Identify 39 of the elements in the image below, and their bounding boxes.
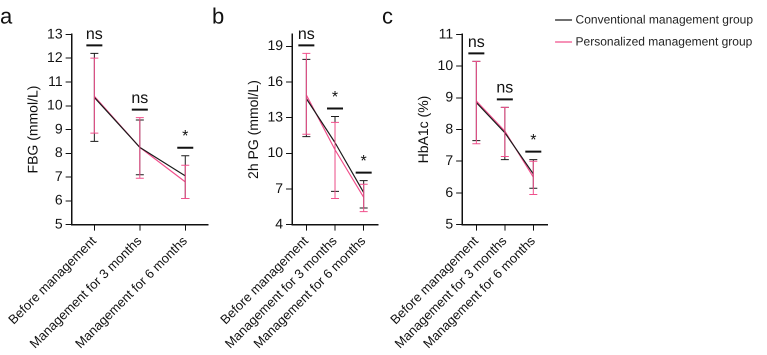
y-tick-label: 11 — [438, 25, 454, 42]
y-tick-label: 8 — [445, 120, 454, 136]
y-tick-label: 6 — [54, 192, 63, 208]
y-tick-label: 16 — [267, 72, 284, 89]
annotation: * — [530, 132, 536, 150]
y-tick-label: 7 — [275, 180, 284, 196]
y-tick-label: 6 — [445, 184, 454, 200]
y-tick-label: 7 — [445, 152, 454, 168]
y-tick-label: 7 — [54, 168, 63, 184]
y-tick-label: 13 — [267, 108, 284, 124]
chart-title: b — [212, 3, 224, 28]
y-tick-label: 10 — [47, 96, 63, 113]
y-tick-label: 9 — [54, 120, 63, 136]
annotation: ns — [298, 26, 315, 43]
annotation: ns — [86, 26, 103, 43]
y-tick-label: 13 — [47, 25, 63, 42]
legend-label: Personalized management group — [576, 34, 753, 48]
chart-title: a — [0, 3, 13, 28]
y-tick-label: 10 — [438, 56, 454, 73]
annotation: * — [360, 153, 367, 170]
chart-title: c — [382, 3, 393, 28]
y-tick-label: 19 — [267, 37, 284, 54]
y-axis-title: HbA1c (%) — [415, 96, 432, 164]
y-tick-label: 11 — [48, 72, 63, 89]
y-axis-title: FBG (mmol/L) — [24, 86, 41, 174]
annotation: * — [332, 88, 338, 106]
y-tick-label: 12 — [47, 49, 63, 66]
legend-label: Conventional management group — [576, 12, 754, 26]
y-tick-label: 4 — [275, 216, 284, 232]
y-axis-title: 2h PG (mmol/L) — [244, 80, 261, 179]
annotation: ns — [468, 34, 485, 51]
annotation: ns — [496, 80, 514, 97]
y-tick-label: 5 — [445, 216, 454, 232]
annotation: ns — [131, 90, 148, 108]
annotation: * — [182, 128, 188, 146]
y-tick-label: 8 — [54, 144, 63, 160]
y-tick-label: 10 — [267, 144, 284, 160]
y-tick-label: 9 — [445, 88, 454, 105]
y-tick-label: 5 — [54, 216, 63, 232]
